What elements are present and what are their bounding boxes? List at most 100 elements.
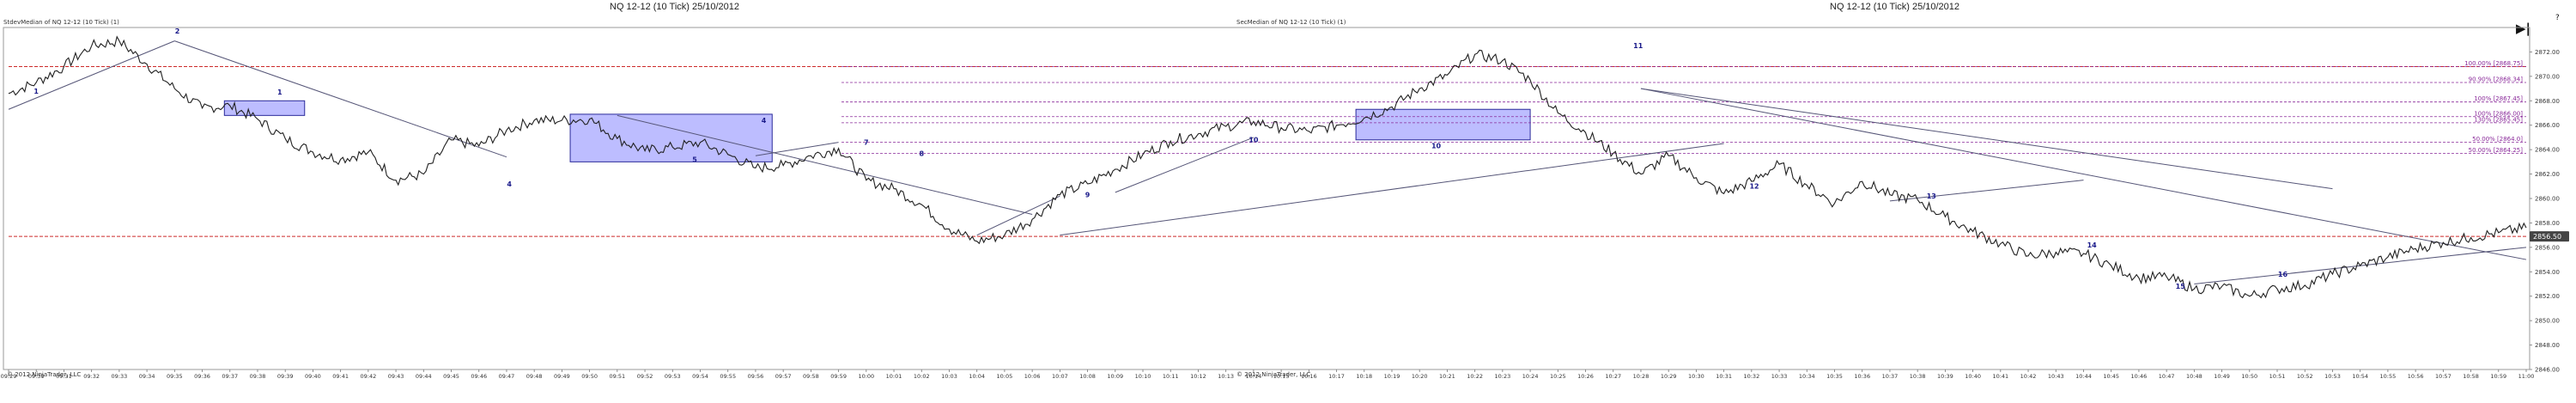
fib-level-label: 100% [2866.00]: [2474, 110, 2523, 117]
x-tick-label: 10:45: [2103, 373, 2119, 380]
x-tick-label: 09:46: [471, 373, 487, 380]
x-tick-label: 10:19: [1384, 373, 1400, 380]
x-tick-label: 10:08: [1079, 373, 1096, 380]
wave-label: 8: [919, 150, 924, 157]
x-tick-label: 10:03: [941, 373, 957, 380]
y-tick-label: 2848.00: [2535, 342, 2560, 349]
y-tick-label: 2864.00: [2535, 147, 2560, 154]
fib-level-label: 50.00% [2864.0]: [2472, 136, 2523, 143]
x-tick-label: 10:58: [2463, 373, 2479, 380]
x-tick-label: 10:14: [1246, 373, 1262, 380]
x-tick-label: 09:39: [277, 373, 294, 380]
x-tick-label: 11:00: [2518, 373, 2535, 380]
x-tick-label: 10:04: [969, 373, 985, 380]
y-tick-label: 2850.00: [2535, 318, 2560, 325]
x-tick-label: 09:51: [609, 373, 625, 380]
x-tick-label: 09:59: [830, 373, 847, 380]
x-tick-label: 09:52: [637, 373, 653, 380]
indicator-label-mid: SecMedian of NQ 12-12 (10 Tick) (1): [1236, 19, 1346, 26]
x-tick-label: 09:48: [526, 373, 543, 380]
x-tick-label: 09:56: [748, 373, 764, 380]
wave-label: 7: [864, 138, 869, 146]
x-tick-label: 10:11: [1163, 373, 1179, 380]
x-tick-label: 10:27: [1605, 373, 1621, 380]
wave-label: 1: [33, 88, 39, 95]
wave-label: 9: [1085, 192, 1091, 199]
x-tick-label: 09:50: [581, 373, 598, 380]
x-tick-label: 10:29: [1661, 373, 1677, 380]
x-tick-label: 10:48: [2186, 373, 2202, 380]
x-tick-label: 10:23: [1495, 373, 1511, 380]
x-tick-label: 09:58: [803, 373, 819, 380]
x-tick-label: 09:31: [56, 373, 72, 380]
x-tick-label: 10:31: [1716, 373, 1732, 380]
x-tick-label: 10:44: [2075, 373, 2092, 380]
x-tick-label: 10:37: [1882, 373, 1899, 380]
x-tick-label: 10:41: [1992, 373, 2008, 380]
x-tick-label: 10:17: [1328, 373, 1345, 380]
fib-level-label: 90.90% [2868.34]: [2469, 76, 2524, 82]
x-tick-label: 09:33: [112, 373, 128, 380]
x-tick-label: 10:50: [2241, 373, 2257, 380]
price-series-line: [8, 35, 2527, 299]
x-tick-label: 09:32: [83, 373, 100, 380]
wave-label: 13: [1927, 192, 1936, 200]
x-tick-label: 10:51: [2269, 373, 2286, 380]
trendline: [1060, 143, 1724, 236]
wave-label: 4: [762, 117, 767, 125]
x-tick-label: 09:47: [499, 373, 515, 380]
x-tick-label: 10:02: [914, 373, 930, 380]
x-tick-label: 09:41: [332, 373, 349, 380]
x-tick-label: 10:43: [2048, 373, 2064, 380]
trendline: [1640, 88, 2333, 190]
clock-icon[interactable]: ?: [2555, 14, 2560, 22]
x-tick-label: 09:34: [139, 373, 155, 380]
trendline: [1640, 88, 2527, 260]
chart-title-left: NQ 12-12 (10 Tick) 25/10/2012: [610, 2, 740, 12]
wave-label: 12: [1749, 183, 1759, 191]
wave-label: 4: [507, 180, 512, 188]
wave-label: 10: [1249, 137, 1259, 144]
y-tick-label: 2858.00: [2535, 220, 2560, 227]
wave-label: 11: [1633, 42, 1643, 50]
wave-label: 16: [2278, 271, 2288, 278]
y-tick-label: 2856.00: [2535, 244, 2560, 251]
x-tick-label: 09:49: [554, 373, 570, 380]
x-tick-label: 10:00: [858, 373, 874, 380]
y-tick-label: 2852.00: [2535, 293, 2560, 300]
x-tick-label: 10:15: [1273, 373, 1290, 380]
play-to-end-button[interactable]: ▶|: [2516, 21, 2531, 36]
x-tick-label: 10:57: [2435, 373, 2451, 380]
x-tick-label: 09:44: [416, 373, 432, 380]
x-tick-label: 09:55: [720, 373, 736, 380]
trendline: [617, 114, 1033, 215]
y-tick-label: 2870.00: [2535, 73, 2560, 80]
fib-level-label: 50.00% [2864.25]: [2469, 147, 2524, 154]
indicator-label-left: StdevMedian of NQ 12-12 (10 Tick) (1): [3, 19, 119, 26]
x-tick-label: 10:09: [1107, 373, 1123, 380]
x-tick-label: 10:22: [1467, 373, 1483, 380]
x-tick-label: 09:54: [692, 373, 708, 380]
x-tick-label: 10:34: [1799, 373, 1815, 380]
y-tick-label: 2868.00: [2535, 98, 2560, 105]
consolidation-zone: [569, 113, 773, 162]
trendline: [1115, 137, 1255, 193]
x-tick-label: 10:24: [1522, 373, 1539, 380]
x-tick-label: 10:05: [997, 373, 1013, 380]
x-tick-label: 10:28: [1633, 373, 1649, 380]
fib-level-label: 130% [2865.45]: [2474, 116, 2523, 123]
x-tick-label: 10:49: [2214, 373, 2230, 380]
y-tick-label: 2872.00: [2535, 49, 2560, 56]
x-tick-label: 09:37: [222, 373, 238, 380]
x-tick-label: 10:10: [1135, 373, 1151, 380]
trendline: [976, 195, 1060, 236]
x-tick-label: 10:39: [1937, 373, 1953, 380]
x-tick-label: 10:38: [1910, 373, 1926, 380]
x-tick-label: 10:07: [1052, 373, 1068, 380]
x-tick-label: 10:54: [2352, 373, 2368, 380]
fib-level-label: 100% [2867.45]: [2474, 95, 2523, 102]
y-tick-label: 2866.00: [2535, 122, 2560, 129]
wave-label: 2: [175, 27, 180, 35]
footer-label-left: © 2012 NinjaTrader, LLC: [7, 371, 82, 378]
